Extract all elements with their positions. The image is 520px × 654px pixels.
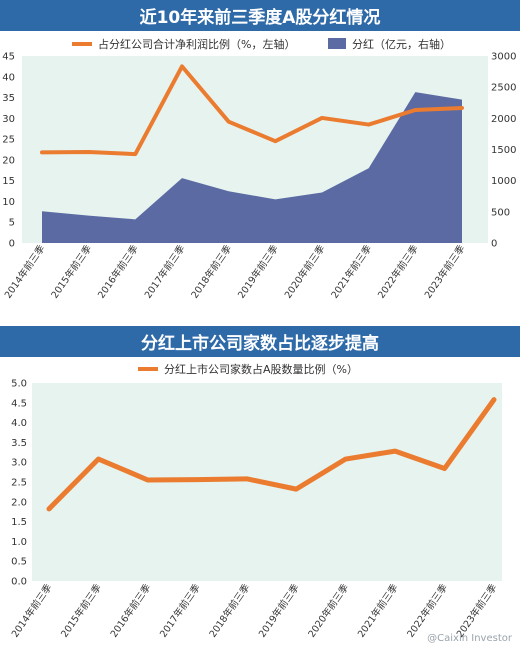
- legend-label-share: 分红上市公司家数占A股数量比例（%）: [164, 362, 358, 376]
- legend-label-ratio: 占分红公司合计净利润比例（%，左轴）: [98, 37, 295, 51]
- x-axis-tick-label: 2023年前三季: [454, 581, 500, 639]
- left-axis-tick-label: 35: [2, 93, 15, 104]
- x-axis-tick-label: 2015年前三季: [58, 581, 104, 639]
- left-axis-tick-label: 20: [2, 155, 15, 166]
- x-axis-tick-label: 2021年前三季: [355, 581, 401, 639]
- left-axis-tick-label: 25: [2, 135, 15, 146]
- x-axis-tick-label: 2020年前三季: [306, 581, 352, 639]
- x-axis-tick-label: 2014年前三季: [2, 242, 48, 300]
- y-axis-tick-label: 4.5: [11, 398, 27, 409]
- left-axis-tick-label: 10: [2, 197, 15, 208]
- x-axis-tick-label: 2018年前三季: [189, 242, 235, 300]
- chart1-legend: 占分红公司合计净利润比例（%，左轴） 分红（亿元，右轴）: [72, 37, 451, 51]
- legend-area-swatch: [328, 38, 346, 49]
- x-axis-tick-label: 2021年前三季: [329, 242, 375, 300]
- chart2-title-bar: 分红上市公司家数占比逐步提高: [0, 326, 520, 357]
- chart2-legend: 分红上市公司家数占A股数量比例（%）: [138, 362, 358, 376]
- x-axis-tick-label: 2020年前三季: [282, 242, 328, 300]
- x-axis-tick-label: 2017年前三季: [142, 242, 188, 300]
- x-axis-tick-label: 2022年前三季: [405, 581, 451, 639]
- left-axis-tick-label: 0: [9, 239, 15, 250]
- watermark: @Caixin Investor: [427, 633, 512, 644]
- x-axis-tick-label: 2015年前三季: [49, 242, 95, 300]
- right-axis-tick-label: 1000: [491, 176, 516, 187]
- y-axis-tick-label: 2.5: [11, 478, 27, 489]
- left-axis-tick-label: 45: [2, 52, 15, 63]
- x-axis-tick-label: 2016年前三季: [108, 581, 154, 639]
- dividend-area: [42, 92, 462, 243]
- chart1-svg: 占分红公司合计净利润比例（%，左轴） 分红（亿元，右轴） 0 5 10 15 20 25 3…: [2, 37, 516, 301]
- x-axis-tick-label: 2022年前三季: [375, 242, 421, 300]
- left-axis-tick-label: 40: [2, 72, 15, 83]
- y-axis-tick-label: 2.0: [11, 497, 27, 508]
- right-axis-tick-label: 2500: [491, 83, 516, 94]
- chart2-svg: 分红上市公司家数占A股数量比例（%） 0.0 0.5 1.0 1.5 2.0 2.5 3.0…: [9, 362, 502, 640]
- left-axis-tick-label: 15: [2, 176, 15, 187]
- right-axis-tick-label: 3000: [491, 52, 516, 63]
- x-axis-tick-label: 2019年前三季: [256, 581, 302, 639]
- x-axis-tick-label: 2018年前三季: [207, 581, 253, 639]
- right-axis-tick-label: 2000: [491, 114, 516, 125]
- right-axis-tick-label: 1500: [491, 145, 516, 156]
- y-axis-tick-label: 0.5: [11, 557, 27, 568]
- y-axis-tick-label: 0.0: [11, 577, 27, 588]
- y-axis-tick-label: 1.0: [11, 537, 27, 548]
- chart2-title: 分红上市公司家数占比逐步提高: [141, 334, 379, 354]
- left-axis-tick-label: 30: [2, 114, 15, 125]
- y-axis-tick-label: 5.0: [11, 379, 27, 390]
- left-axis-tick-label: 5: [9, 218, 15, 229]
- legend-label-dividend: 分红（亿元，右轴）: [352, 37, 451, 51]
- right-axis-tick-label: 0: [491, 239, 497, 250]
- y-axis-tick-label: 4.0: [11, 418, 27, 429]
- y-axis-tick-label: 1.5: [11, 517, 27, 528]
- ratio-line: [40, 64, 464, 157]
- x-axis-tick-label: 2023年前三季: [422, 242, 468, 300]
- x-axis-tick-label: 2017年前三季: [157, 581, 203, 639]
- y-axis-tick-label: 3.0: [11, 458, 27, 469]
- right-axis-tick-label: 500: [491, 207, 510, 218]
- y-axis-tick-label: 3.5: [11, 438, 27, 449]
- x-axis-tick-label: 2014年前三季: [9, 581, 55, 639]
- chart1-title: 近10年来前三季度A股分红情况: [139, 8, 381, 28]
- x-axis-tick-label: 2016年前三季: [95, 242, 141, 300]
- x-axis-tick-label: 2019年前三季: [235, 242, 281, 300]
- chart1-title-bar: 近10年来前三季度A股分红情况: [0, 0, 520, 31]
- share-line: [46, 397, 497, 512]
